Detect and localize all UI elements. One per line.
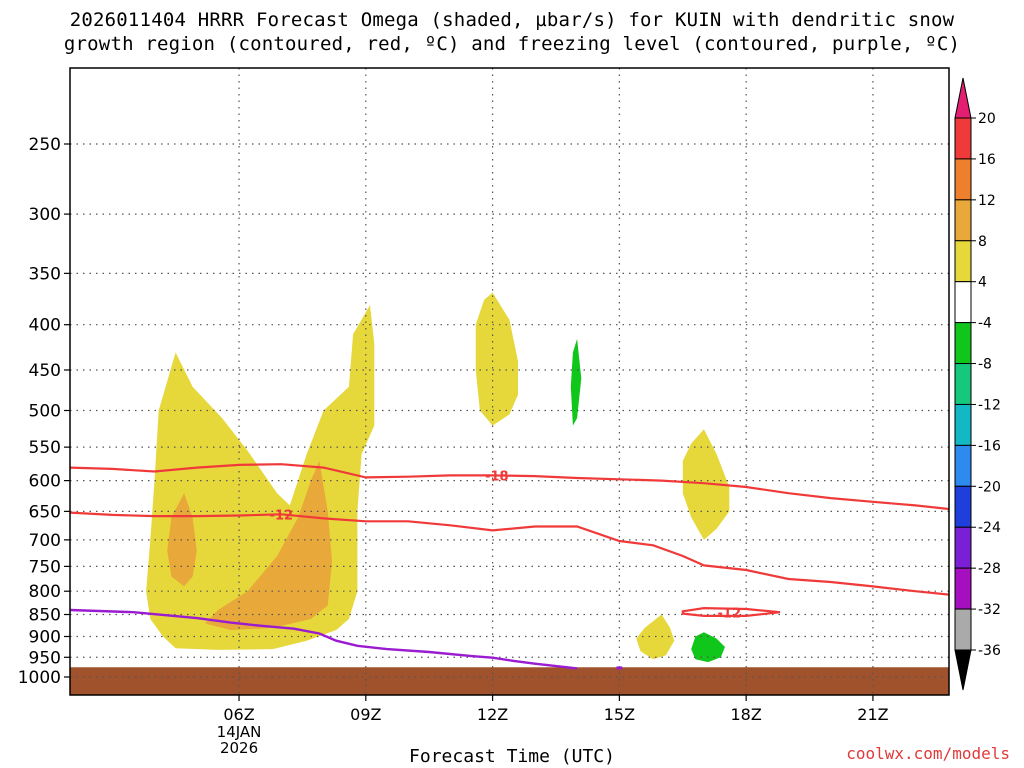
plot-grid (70, 68, 949, 695)
contour-label: -12 (270, 508, 294, 523)
y-tick-label: 400 (29, 316, 61, 336)
y-tick-label: 800 (29, 582, 61, 602)
colorbar-segment (954, 444, 972, 487)
colorbar-segment (954, 567, 972, 610)
colorbar-label: -32 (978, 602, 1001, 618)
colorbar-label: -12 (978, 397, 1001, 413)
y-tick-label: 700 (29, 531, 61, 551)
x-tick-label: 15Z (604, 705, 635, 724)
y-tick-label: 950 (29, 648, 61, 668)
colorbar-label: -8 (978, 357, 992, 373)
contour-label: -12 (718, 607, 742, 622)
x-tick-label: 06Z (223, 705, 254, 724)
y-tick-label: 550 (29, 438, 61, 458)
colorbar-segment (954, 199, 972, 242)
colorbar-label: 8 (978, 234, 987, 250)
x-tick-label: 09Z (350, 705, 381, 724)
colorbar-segment (954, 403, 972, 446)
chart-title-line: growth region (contoured, red, ºC) and f… (63, 33, 961, 55)
colorbar-bottom-arrow (954, 649, 972, 691)
colorbar-segment (954, 363, 972, 405)
colorbar-label: -24 (978, 520, 1001, 536)
x-tick-label: 21Z (857, 705, 888, 724)
colorbar-label: 20 (978, 111, 996, 127)
omega-shading (146, 292, 730, 663)
y-tick-label: 350 (29, 264, 61, 284)
colorbar-label: -16 (978, 438, 1001, 454)
omega-region (205, 460, 332, 630)
dgz-contour (681, 606, 781, 617)
colorbar-label: 16 (978, 152, 996, 168)
chart-title: 2026011404 HRRR Forecast Omega (shaded, … (0, 8, 1024, 56)
y-tick-label: 1000 (18, 668, 61, 688)
y-tick-label: 750 (29, 557, 61, 577)
ground-fill (70, 667, 949, 695)
omega-region (682, 429, 730, 540)
y-tick-label: 500 (29, 402, 61, 422)
y-tick-label: 250 (29, 135, 61, 155)
colorbar-segment (954, 240, 972, 283)
colorbar-top-arrow (954, 77, 972, 119)
colorbar-label: 4 (978, 275, 987, 291)
colorbar-segment (954, 117, 972, 160)
x-axis-title: Forecast Time (UTC) (409, 746, 615, 767)
dgz-contour (70, 463, 949, 511)
omega-region (570, 338, 582, 426)
colorbar-segment (954, 158, 972, 201)
y-tick-label: 850 (29, 606, 61, 626)
x-tick-sublabel: 2026 (220, 739, 258, 757)
colorbar-label: -36 (978, 643, 1001, 659)
colorbar-label: -4 (978, 316, 992, 332)
plot-frame (69, 67, 950, 696)
colorbar-segment (954, 608, 972, 651)
y-tick-label: 600 (29, 472, 61, 492)
colorbar-label: -20 (978, 479, 1001, 495)
y-tick-label: 450 (29, 361, 61, 381)
y-tick-label: 900 (29, 627, 61, 647)
colorbar-segment (954, 281, 972, 324)
y-axis: 2503003504004505005506006507007508008509… (18, 135, 70, 688)
ground-surface (70, 667, 949, 695)
x-tick-label: 12Z (477, 705, 508, 724)
colorbar-label: 12 (978, 193, 996, 209)
colorbar-segment (954, 526, 972, 569)
freezing-level-contour (70, 608, 578, 670)
x-tick-sublabel: 14JAN (217, 723, 262, 741)
contour-label: -18 (485, 469, 509, 484)
dgz-contour (70, 511, 949, 596)
credit-text: coolwx.com/models (846, 744, 1010, 763)
omega-region (691, 632, 725, 663)
colorbar-label: -28 (978, 561, 1001, 577)
colorbar-segment (954, 322, 972, 365)
colorbar: 20 16 12 8 4 -4 -8 -12 -16 -20 -24 -28 -32 -36 (954, 77, 1001, 691)
freezing-level-dot (616, 666, 623, 670)
y-tick-label: 300 (29, 205, 61, 225)
contour-lines: -18 -12 -12 (70, 463, 949, 670)
y-tick-label: 650 (29, 502, 61, 522)
colorbar-segment (954, 485, 972, 528)
chart-title-line: 2026011404 HRRR Forecast Omega (shaded, … (69, 9, 955, 31)
omega-region (475, 292, 518, 426)
x-tick-label: 18Z (730, 705, 761, 724)
